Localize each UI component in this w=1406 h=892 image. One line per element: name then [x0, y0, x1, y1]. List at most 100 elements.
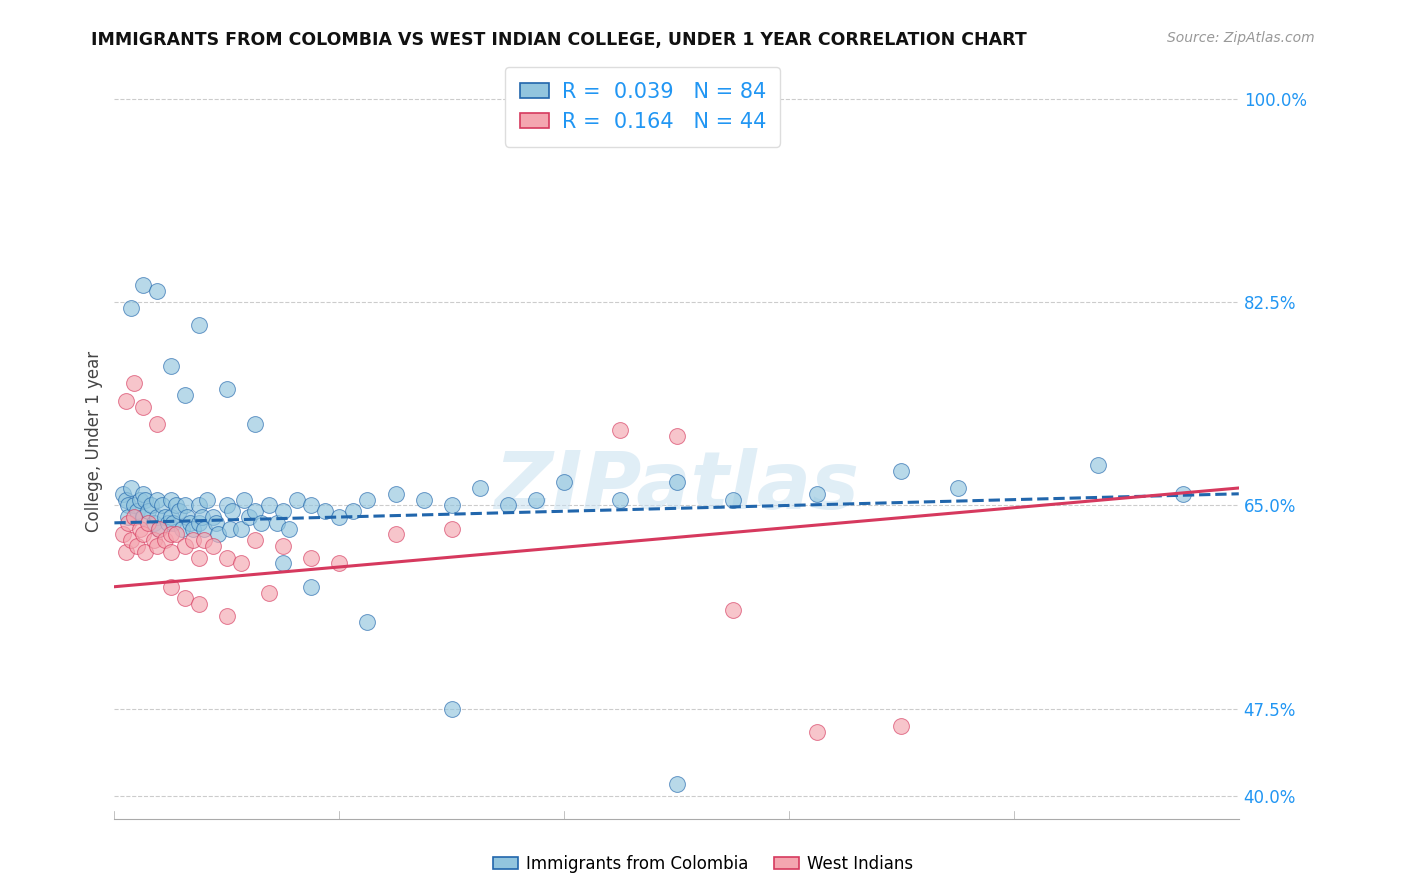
- Point: [285, 492, 308, 507]
- Point: [145, 539, 167, 553]
- Point: [440, 499, 463, 513]
- Point: [134, 545, 156, 559]
- Point: [145, 510, 167, 524]
- Point: [136, 516, 159, 530]
- Point: [215, 499, 238, 513]
- Point: [148, 522, 170, 536]
- Point: [266, 516, 288, 530]
- Point: [167, 504, 190, 518]
- Point: [665, 475, 688, 490]
- Point: [440, 522, 463, 536]
- Point: [159, 510, 181, 524]
- Point: [806, 487, 828, 501]
- Legend: R =  0.039   N = 84, R =  0.164   N = 44: R = 0.039 N = 84, R = 0.164 N = 44: [505, 67, 780, 146]
- Point: [238, 510, 260, 524]
- Point: [134, 492, 156, 507]
- Point: [187, 597, 209, 611]
- Point: [181, 522, 204, 536]
- Point: [468, 481, 491, 495]
- Text: ZIPatlas: ZIPatlas: [494, 448, 859, 526]
- Point: [173, 499, 195, 513]
- Point: [122, 376, 145, 391]
- Point: [117, 510, 139, 524]
- Point: [120, 533, 142, 548]
- Point: [170, 522, 193, 536]
- Point: [159, 580, 181, 594]
- Point: [215, 550, 238, 565]
- Point: [187, 499, 209, 513]
- Point: [806, 725, 828, 739]
- Point: [243, 533, 266, 548]
- Point: [1087, 458, 1109, 472]
- Point: [165, 527, 187, 541]
- Point: [145, 284, 167, 298]
- Point: [215, 382, 238, 396]
- Point: [946, 481, 969, 495]
- Point: [190, 510, 212, 524]
- Point: [229, 557, 252, 571]
- Point: [221, 504, 243, 518]
- Point: [131, 527, 153, 541]
- Point: [195, 492, 218, 507]
- Point: [125, 539, 148, 553]
- Point: [125, 504, 148, 518]
- Point: [187, 550, 209, 565]
- Point: [131, 277, 153, 292]
- Point: [243, 504, 266, 518]
- Point: [356, 492, 378, 507]
- Point: [120, 301, 142, 315]
- Point: [162, 516, 184, 530]
- Point: [187, 516, 209, 530]
- Point: [609, 492, 631, 507]
- Point: [384, 487, 406, 501]
- Point: [128, 522, 150, 536]
- Point: [173, 591, 195, 606]
- Point: [114, 492, 136, 507]
- Point: [173, 539, 195, 553]
- Point: [122, 499, 145, 513]
- Point: [215, 608, 238, 623]
- Point: [139, 499, 162, 513]
- Point: [271, 504, 294, 518]
- Point: [187, 318, 209, 333]
- Point: [173, 388, 195, 402]
- Point: [249, 516, 271, 530]
- Point: [229, 522, 252, 536]
- Text: Source: ZipAtlas.com: Source: ZipAtlas.com: [1167, 31, 1315, 45]
- Point: [148, 522, 170, 536]
- Legend: Immigrants from Colombia, West Indians: Immigrants from Colombia, West Indians: [486, 848, 920, 880]
- Point: [524, 492, 547, 507]
- Point: [142, 516, 165, 530]
- Point: [165, 499, 187, 513]
- Point: [150, 499, 173, 513]
- Point: [721, 492, 744, 507]
- Point: [159, 545, 181, 559]
- Point: [665, 428, 688, 442]
- Point: [111, 527, 134, 541]
- Point: [1171, 487, 1194, 501]
- Point: [145, 417, 167, 431]
- Point: [159, 492, 181, 507]
- Point: [193, 522, 215, 536]
- Point: [122, 510, 145, 524]
- Point: [496, 499, 519, 513]
- Point: [128, 492, 150, 507]
- Point: [201, 539, 224, 553]
- Text: IMMIGRANTS FROM COLOMBIA VS WEST INDIAN COLLEGE, UNDER 1 YEAR CORRELATION CHART: IMMIGRANTS FROM COLOMBIA VS WEST INDIAN …: [91, 31, 1028, 49]
- Point: [201, 510, 224, 524]
- Point: [328, 557, 350, 571]
- Point: [721, 603, 744, 617]
- Point: [356, 615, 378, 629]
- Point: [142, 533, 165, 548]
- Point: [204, 516, 226, 530]
- Point: [159, 359, 181, 373]
- Point: [136, 504, 159, 518]
- Point: [609, 423, 631, 437]
- Point: [243, 417, 266, 431]
- Point: [412, 492, 434, 507]
- Point: [114, 545, 136, 559]
- Point: [181, 533, 204, 548]
- Point: [299, 499, 322, 513]
- Point: [111, 487, 134, 501]
- Point: [314, 504, 336, 518]
